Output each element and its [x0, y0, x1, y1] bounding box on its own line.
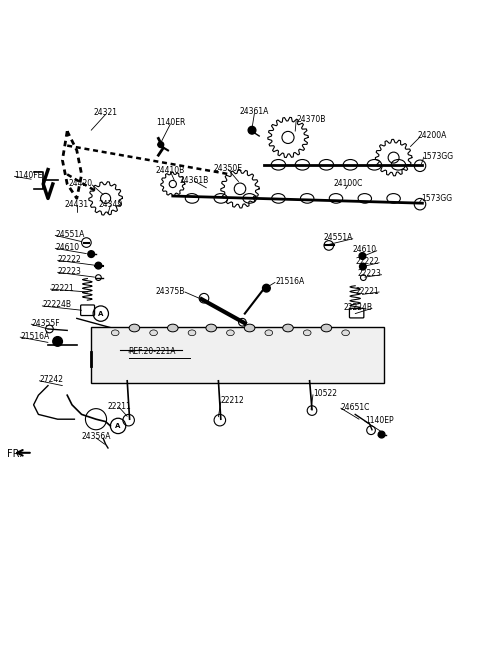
Ellipse shape	[168, 324, 178, 332]
Text: 1140FE: 1140FE	[14, 171, 43, 180]
Text: 22222: 22222	[356, 257, 379, 266]
Ellipse shape	[342, 330, 349, 336]
Ellipse shape	[150, 330, 157, 336]
Text: 22222: 22222	[58, 255, 81, 264]
Ellipse shape	[206, 324, 216, 332]
Text: 24551A: 24551A	[55, 230, 84, 239]
Text: 21516A: 21516A	[20, 332, 49, 340]
Text: 22221: 22221	[356, 287, 379, 296]
Text: A: A	[115, 423, 121, 429]
Ellipse shape	[111, 330, 119, 336]
Text: 24410B: 24410B	[156, 166, 185, 175]
Circle shape	[53, 337, 62, 346]
Text: 24100C: 24100C	[333, 180, 363, 188]
Text: 24356A: 24356A	[81, 432, 111, 441]
Text: 1140ER: 1140ER	[156, 118, 185, 127]
Text: 24370B: 24370B	[296, 115, 325, 124]
Text: 22212: 22212	[221, 396, 244, 405]
Circle shape	[88, 251, 95, 257]
Text: 1573GG: 1573GG	[421, 194, 453, 203]
Circle shape	[158, 142, 164, 148]
Text: 24349: 24349	[98, 199, 122, 209]
Circle shape	[378, 431, 385, 438]
Text: 24350E: 24350E	[214, 163, 242, 173]
Ellipse shape	[227, 330, 234, 336]
Ellipse shape	[188, 330, 196, 336]
Text: 1573GG: 1573GG	[422, 152, 454, 161]
Text: 22223: 22223	[358, 269, 382, 278]
Ellipse shape	[265, 330, 273, 336]
Text: 10522: 10522	[313, 389, 337, 398]
Text: 24200A: 24200A	[418, 131, 447, 140]
Text: 21516A: 21516A	[275, 277, 304, 286]
Text: 24375B: 24375B	[156, 287, 185, 296]
Circle shape	[263, 284, 270, 292]
Text: 22224B: 22224B	[42, 300, 71, 310]
Ellipse shape	[321, 324, 332, 332]
Circle shape	[360, 263, 366, 270]
Circle shape	[359, 253, 366, 259]
Text: 24431: 24431	[65, 199, 89, 209]
Text: REF.20-221A: REF.20-221A	[129, 346, 176, 356]
Text: 1140EP: 1140EP	[365, 416, 394, 424]
Ellipse shape	[244, 324, 255, 332]
Text: 22224B: 22224B	[343, 303, 372, 312]
Text: FR.: FR.	[7, 449, 23, 459]
Text: 24361A: 24361A	[240, 108, 269, 117]
Text: 24651C: 24651C	[341, 403, 370, 412]
Ellipse shape	[129, 324, 140, 332]
Text: 24355F: 24355F	[31, 319, 60, 328]
Text: 24361B: 24361B	[180, 176, 209, 184]
Text: A: A	[98, 310, 104, 317]
Text: 22211: 22211	[107, 401, 131, 411]
Text: 24420: 24420	[68, 180, 92, 188]
Text: 24321: 24321	[94, 108, 118, 117]
Text: 22221: 22221	[50, 283, 74, 293]
Text: 22223: 22223	[58, 267, 82, 276]
Text: 24551A: 24551A	[324, 234, 353, 242]
Polygon shape	[91, 327, 384, 383]
Text: 27242: 27242	[39, 375, 63, 384]
Text: 24610: 24610	[353, 245, 377, 255]
Ellipse shape	[283, 324, 293, 332]
Ellipse shape	[303, 330, 311, 336]
Circle shape	[248, 127, 256, 134]
Circle shape	[95, 262, 102, 269]
Text: 24610: 24610	[55, 243, 79, 252]
